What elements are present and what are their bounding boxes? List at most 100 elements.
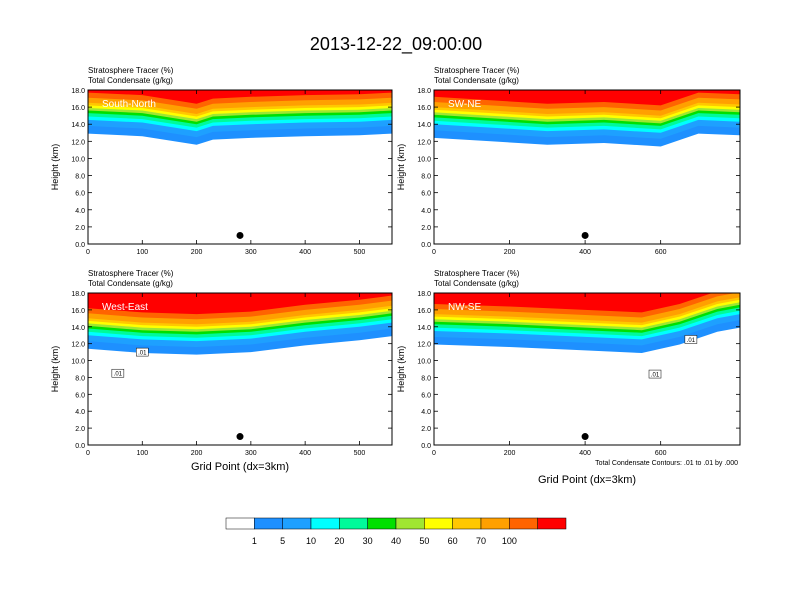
ytick-label: 10.0 [417, 359, 431, 366]
header-tracer: Stratosphere Tracer (%) [88, 269, 174, 278]
ytick-label: 2.0 [75, 426, 85, 433]
colorbar-swatch [509, 517, 538, 530]
colorbar-swatch [282, 517, 312, 530]
xtick-label: 200 [191, 249, 203, 256]
colorbar-label: 50 [419, 536, 429, 546]
ytick-label: 0.0 [421, 443, 431, 450]
panel-name: South-North [102, 99, 156, 110]
ytick-label: 10.0 [71, 359, 85, 366]
tracer-band-8 [434, 293, 740, 313]
xtick-label: 0 [432, 450, 436, 457]
xtick-label: 600 [655, 249, 667, 256]
ytick-label: 6.0 [75, 392, 85, 399]
xtick-label: 400 [299, 249, 311, 256]
colorbar-label: 10 [306, 536, 316, 546]
panel-name: SW-NE [448, 99, 481, 110]
ytick-label: 8.0 [421, 375, 431, 382]
panel-sw-ne: 0.0 2.0 4.0 6.0 8.0 10.0 12.0 14.0 16.0 18.0 0 200 4… [396, 66, 741, 256]
colorbar-swatch [367, 517, 397, 530]
tracer-field [88, 293, 392, 355]
xtick-label: 300 [245, 450, 257, 457]
ytick-label: 0.0 [75, 443, 85, 450]
colorbar-label: 60 [448, 536, 458, 546]
xtick-label: 400 [299, 450, 311, 457]
ytick-label: 18.0 [71, 291, 85, 298]
colorbar-label: 30 [363, 536, 373, 546]
ytick-label: 4.0 [421, 409, 431, 416]
colorbar-label: 5 [280, 536, 285, 546]
ytick-label: 12.0 [417, 139, 431, 146]
ytick-label: 16.0 [417, 105, 431, 112]
header-condensate: Total Condensate (g/kg) [434, 76, 519, 85]
colorbar-swatch [395, 517, 425, 530]
plot-frame [87, 292, 393, 446]
xtick-label: 500 [354, 450, 366, 457]
tracer-band-8 [88, 293, 392, 315]
header-tracer: Stratosphere Tracer (%) [434, 66, 520, 75]
xtick-label: 0 [86, 450, 90, 457]
tracer-field [434, 293, 740, 353]
ytick-label: 8.0 [421, 174, 431, 181]
colorbar-swatch [339, 517, 368, 530]
colorbar-label: 70 [476, 536, 486, 546]
ytick-label: 14.0 [71, 122, 85, 129]
figure-title: 2013-12-22_09:00:00 [310, 34, 482, 55]
ytick-label: 4.0 [75, 409, 85, 416]
contour-label: .01 [687, 338, 696, 344]
axes: 0.0 2.0 4.0 6.0 8.0 10.0 12.0 14.0 16.0 18.0 0 200 4… [417, 291, 740, 457]
colorbar-swatch [452, 517, 482, 530]
panel-nw-se: 0.0 2.0 4.0 6.0 8.0 10.0 12.0 14.0 16.0 18.0 0 200 4… [396, 269, 741, 457]
panel-west-east: 0.0 2.0 4.0 6.0 8.0 10.0 12.0 14.0 16.0 18.0 0 100 2… [50, 269, 393, 457]
contour-label: .01 [138, 351, 147, 357]
contour-label: .01 [651, 373, 660, 379]
header-condensate: Total Condensate (g/kg) [88, 76, 173, 85]
ytick-label: 0.0 [75, 242, 85, 249]
xtick-label: 600 [655, 450, 667, 457]
panel-south-north: 0.0 2.0 4.0 6.0 8.0 10.0 12.0 14.0 16.0 18.0 0 100 2… [50, 66, 393, 256]
tracer-band-8 [434, 90, 740, 106]
ytick-label: 16.0 [417, 308, 431, 315]
contour-note: Total Condensate Contours: .01 to .01 by… [595, 460, 738, 467]
xlabel-west-east: Grid Point (dx=3km) [191, 461, 289, 473]
ytick-label: 4.0 [75, 208, 85, 215]
ytick-label: 16.0 [71, 308, 85, 315]
ytick-label: 14.0 [417, 325, 431, 332]
header-condensate: Total Condensate (g/kg) [88, 279, 173, 288]
ytick-label: 6.0 [75, 191, 85, 198]
tracer-field [88, 90, 392, 145]
xtick-label: 100 [136, 249, 148, 256]
colorbar-swatch [537, 517, 567, 530]
ytick-label: 8.0 [75, 174, 85, 181]
xtick-label: 0 [432, 249, 436, 256]
panel-name: NW-SE [448, 302, 481, 313]
xtick-label: 0 [86, 249, 90, 256]
colorbar-label: 20 [334, 536, 344, 546]
xtick-label: 400 [579, 450, 591, 457]
xtick-label: 200 [504, 249, 516, 256]
axes: 0.0 2.0 4.0 6.0 8.0 10.0 12.0 14.0 16.0 18.0 0 100 2… [71, 291, 392, 457]
ytick-label: 2.0 [75, 225, 85, 232]
ylabel: Height (km) [50, 144, 60, 191]
contour-label-box [136, 347, 149, 357]
tracer-band-8 [88, 90, 392, 104]
contour-label-box [648, 369, 662, 379]
xtick-label: 400 [579, 249, 591, 256]
ylabel: Height (km) [396, 346, 406, 393]
ytick-label: 10.0 [417, 156, 431, 163]
panels: 0.0 2.0 4.0 6.0 8.0 10.0 12.0 14.0 16.0 18.0 0 100 2… [50, 66, 741, 457]
ytick-label: 12.0 [71, 139, 85, 146]
ytick-label: 14.0 [71, 325, 85, 332]
colorbar-swatch [310, 517, 340, 530]
colorbar-swatch [254, 517, 283, 530]
ytick-label: 6.0 [421, 191, 431, 198]
contour-label-box [111, 368, 125, 378]
ytick-label: 10.0 [71, 156, 85, 163]
ytick-label: 8.0 [75, 375, 85, 382]
colorbar-swatch [225, 517, 255, 530]
ytick-label: 16.0 [71, 105, 85, 112]
ytick-label: 14.0 [417, 122, 431, 129]
colorbar-label: 40 [391, 536, 401, 546]
ytick-label: 4.0 [421, 208, 431, 215]
plot-frame [87, 89, 393, 245]
